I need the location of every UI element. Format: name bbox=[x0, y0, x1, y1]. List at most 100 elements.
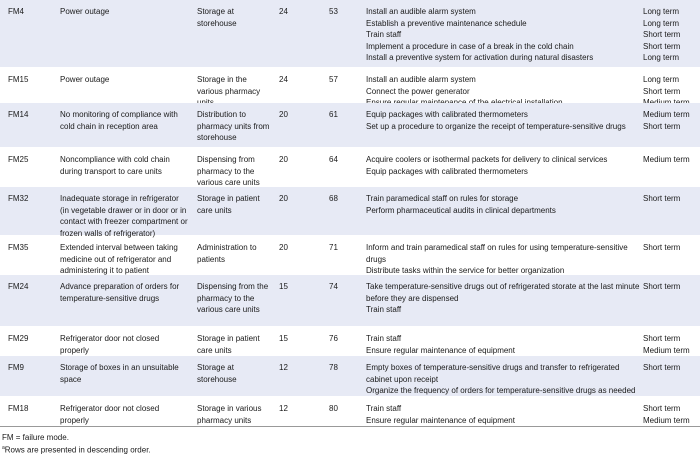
action-text: Take temperature-sensitive drugs out of … bbox=[366, 282, 640, 303]
action-term: Short term bbox=[643, 363, 681, 372]
action-item: Perform pharmaceutical audits in clinica… bbox=[366, 205, 700, 217]
action-term: Long term bbox=[643, 75, 680, 84]
severity-value: 15 bbox=[279, 282, 288, 291]
action-item: Train paramedical staff on rules for sto… bbox=[366, 193, 700, 205]
action-term: Medium term bbox=[643, 97, 700, 109]
process-step: Administration to patients bbox=[197, 243, 257, 264]
action-item: Train staff Short term bbox=[366, 403, 700, 415]
actions-cell: Train staff Short term Ensure regular main… bbox=[366, 333, 700, 355]
process-step: Dispensing from pharmacy to the various … bbox=[197, 155, 260, 188]
actions-cell: Acquire coolers or isothermal packets fo… bbox=[366, 154, 700, 182]
action-item: Ensure regular maintenance of equipment M… bbox=[366, 415, 700, 427]
table-row: FM9 Storage of boxes in an unsuitable spa… bbox=[0, 356, 700, 397]
action-item: Take temperature-sensitive drugs out of … bbox=[366, 281, 700, 304]
table-row: FM18 Refrigerator door not closed properl… bbox=[0, 397, 700, 426]
action-item: Ensure regular maintenance of equipment M… bbox=[366, 345, 700, 357]
action-term: Short term bbox=[643, 30, 681, 40]
failure-mode: Power outage bbox=[60, 75, 110, 84]
action-term: Medium term bbox=[643, 110, 690, 119]
action-text: Equip packages with calibrated thermomet… bbox=[366, 166, 528, 176]
action-term: Medium term bbox=[643, 345, 690, 355]
action-text: Train paramedical staff on rules for sto… bbox=[366, 194, 519, 203]
failure-mode: Extended interval between taking medicin… bbox=[60, 243, 178, 276]
action-text: Train staff bbox=[366, 305, 402, 315]
severity-value: 20 bbox=[279, 155, 288, 164]
failure-mode-id: FM24 bbox=[8, 282, 29, 291]
table-bottom-rule bbox=[0, 426, 700, 427]
action-text: Organize the frequency of orders for tem… bbox=[366, 386, 636, 396]
action-term: Short term bbox=[643, 404, 681, 413]
failure-mode: Refrigerator door not closed properly bbox=[60, 404, 160, 425]
failure-mode-id: FM29 bbox=[8, 334, 29, 343]
action-term bbox=[643, 166, 700, 178]
action-item: Install an audible alarm system Long term bbox=[366, 74, 700, 86]
failure-mode-id: FM9 bbox=[8, 363, 24, 372]
process-step: Distribution to pharmacy units from stor… bbox=[197, 110, 270, 143]
severity-value: 12 bbox=[279, 404, 288, 413]
failure-mode: Noncompliance with cold chain during tra… bbox=[60, 155, 170, 176]
footnote-order: aRows are presented in descending order. bbox=[0, 443, 700, 456]
footnote-order-text: Rows are presented in descending order. bbox=[4, 445, 151, 455]
actions-cell: Empty boxes of temperature-sensitive dru… bbox=[366, 362, 700, 395]
table-row: FM4 Power outage Storage at storehouse 24 53… bbox=[0, 0, 700, 68]
actions-cell: Train paramedical staff on rules for sto… bbox=[366, 193, 700, 231]
action-text: Equip packages with calibrated thermomet… bbox=[366, 110, 528, 119]
action-item: Inform and train paramedical staff on ru… bbox=[366, 242, 700, 265]
failure-mode: No monitoring of compliance with cold ch… bbox=[60, 110, 178, 131]
action-item: Empty boxes of temperature-sensitive dru… bbox=[366, 362, 700, 385]
action-item: Train staff Short term bbox=[366, 29, 700, 41]
actions-cell: Inform and train paramedical staff on ru… bbox=[366, 242, 700, 275]
action-term: Short term bbox=[643, 121, 681, 131]
failure-mode: Refrigerator door not closed properly bbox=[60, 334, 160, 355]
process-step: Dispensing from the pharmacy to the vari… bbox=[197, 282, 269, 315]
action-item: Equip packages with calibrated thermomet… bbox=[366, 166, 700, 178]
action-text: Ensure regular maintenance of the electr… bbox=[366, 97, 643, 109]
action-text: Empty boxes of temperature-sensitive dru… bbox=[366, 363, 620, 384]
severity-value: 24 bbox=[279, 75, 288, 84]
score-value: 71 bbox=[329, 243, 338, 252]
action-term: Medium term bbox=[643, 155, 690, 164]
severity-value: 20 bbox=[279, 110, 288, 119]
action-term bbox=[643, 304, 700, 316]
actions-cell: Take temperature-sensitive drugs out of … bbox=[366, 281, 700, 322]
action-text: Install a preventive system for activati… bbox=[366, 53, 594, 63]
action-item: Install a preventive system for activati… bbox=[366, 52, 700, 64]
process-step: Storage in patient care units bbox=[197, 334, 260, 355]
action-term: Long term bbox=[643, 18, 680, 28]
action-text: Connect the power generator bbox=[366, 86, 470, 96]
severity-value: 20 bbox=[279, 243, 288, 252]
action-term: Medium term bbox=[643, 415, 690, 425]
action-item: Train staff bbox=[366, 304, 700, 316]
failure-mode-id: FM35 bbox=[8, 243, 29, 252]
table-row: FM29 Refrigerator door not closed properl… bbox=[0, 327, 700, 356]
action-item: Set up a procedure to organize the recei… bbox=[366, 121, 700, 133]
action-term bbox=[643, 205, 700, 217]
action-term: Long term bbox=[643, 7, 680, 16]
failure-mode: Power outage bbox=[60, 7, 110, 16]
action-text: Train staff bbox=[366, 334, 402, 343]
table-row: FM15 Power outage Storage in the various p… bbox=[0, 68, 700, 107]
action-term: Short term bbox=[643, 243, 681, 252]
actions-cell: Install an audible alarm system Long term… bbox=[366, 6, 700, 63]
failure-mode-id: FM15 bbox=[8, 75, 29, 84]
action-text: Inform and train paramedical staff on ru… bbox=[366, 243, 628, 264]
action-term: Short term bbox=[643, 334, 681, 343]
action-text: Establish a preventive maintenance sched… bbox=[366, 18, 527, 28]
footnote-marker: a bbox=[2, 445, 5, 451]
failure-mode-id: FM4 bbox=[8, 7, 24, 16]
action-term: Short term bbox=[643, 194, 681, 203]
action-text: Set up a procedure to organize the recei… bbox=[366, 121, 626, 131]
action-item: Train staff Short term bbox=[366, 333, 700, 345]
action-term: Long term bbox=[643, 53, 680, 63]
failure-mode: Storage of boxes in an unsuitable space bbox=[60, 363, 179, 384]
score-value: 57 bbox=[329, 75, 338, 84]
score-value: 68 bbox=[329, 194, 338, 203]
failure-mode-id: FM18 bbox=[8, 404, 29, 413]
score-value: 76 bbox=[329, 334, 338, 343]
failure-mode-id: FM14 bbox=[8, 110, 29, 119]
action-item: Equip packages with calibrated thermomet… bbox=[366, 109, 700, 121]
action-term bbox=[643, 385, 700, 397]
action-text: Train staff bbox=[366, 404, 402, 413]
score-value: 61 bbox=[329, 110, 338, 119]
